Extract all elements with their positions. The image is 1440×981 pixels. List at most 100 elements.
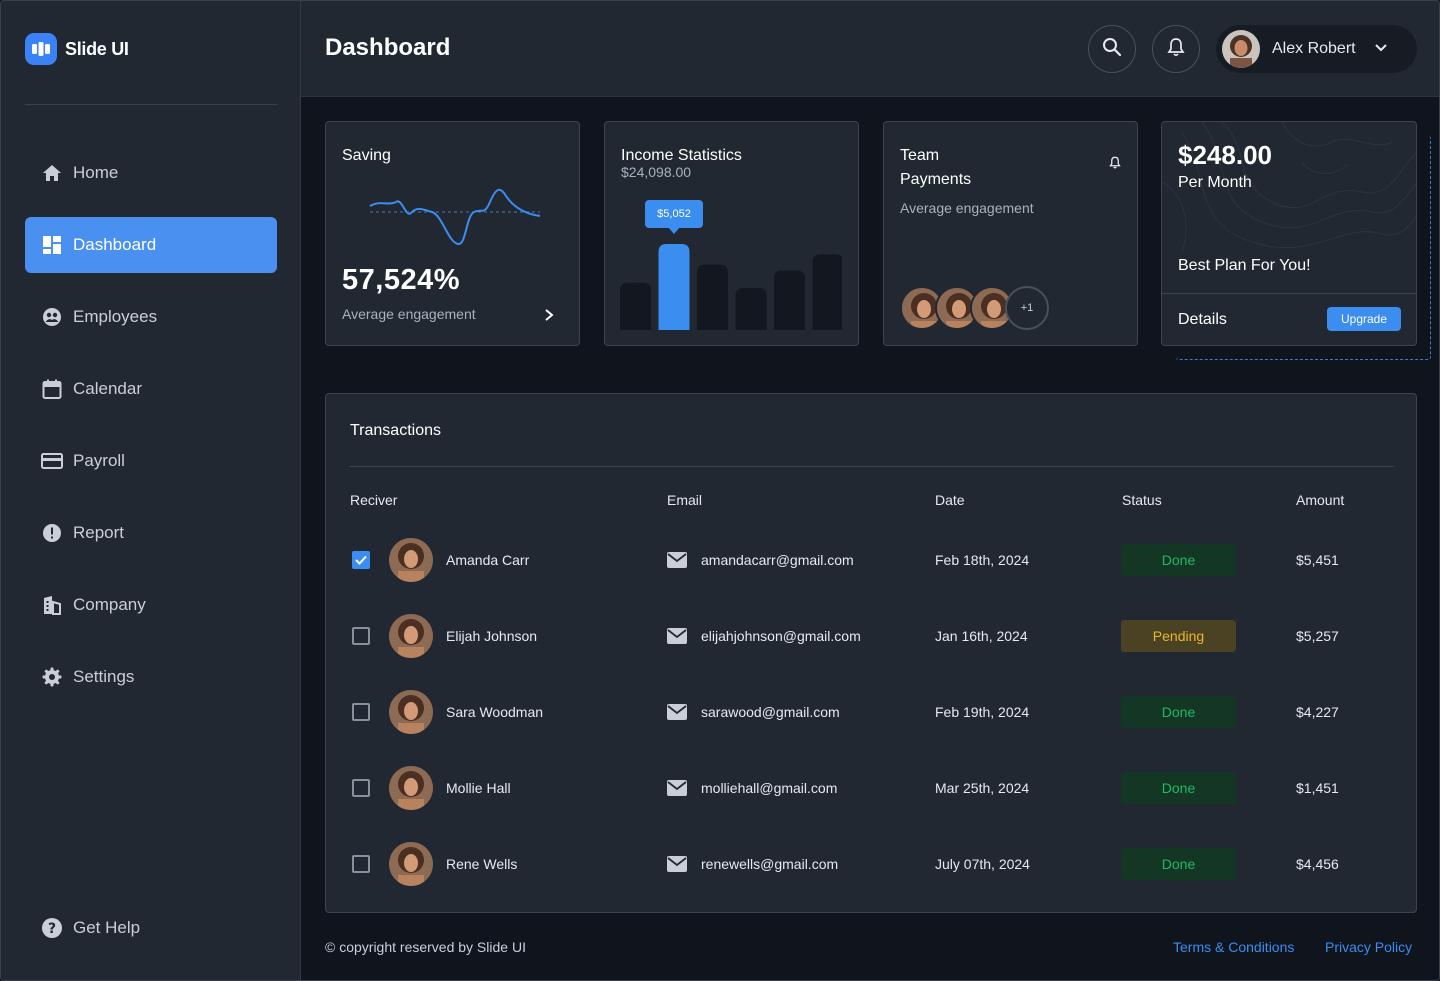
terms-link[interactable]: Terms & Conditions	[1173, 939, 1295, 955]
get-help-link[interactable]: ? Get Help	[41, 917, 140, 939]
plan-divider	[1162, 293, 1416, 294]
sidebar-item-payroll[interactable]: Payroll	[25, 433, 277, 489]
receiver-name: Mollie Hall	[446, 780, 511, 796]
sidebar-item-settings[interactable]: Settings	[25, 649, 277, 705]
receiver-name: Sara Woodman	[446, 704, 544, 720]
receiver-name: Rene Wells	[446, 856, 518, 872]
notifications-button[interactable]	[1152, 25, 1200, 73]
more-members-badge[interactable]: +1	[1005, 286, 1049, 330]
transaction-amount: $5,451	[1296, 552, 1339, 568]
receiver-avatar	[389, 842, 433, 886]
mail-icon	[667, 628, 687, 644]
bell-icon	[1167, 37, 1185, 62]
column-header-date[interactable]: Date	[935, 492, 965, 508]
receiver-email[interactable]: elijahjohnson@gmail.com	[701, 628, 861, 644]
column-header-email[interactable]: Email	[667, 492, 703, 508]
income-bar[interactable]	[774, 270, 805, 330]
transaction-amount: $4,227	[1296, 704, 1339, 720]
income-bar[interactable]	[697, 264, 728, 330]
status-badge: Done	[1121, 772, 1236, 804]
upgrade-button[interactable]: Upgrade	[1327, 307, 1401, 331]
sidebar-item-report[interactable]: Report	[25, 505, 277, 561]
income-bar[interactable]	[812, 254, 844, 330]
table-row[interactable]: Mollie Hall molliehall@gmail.com Mar 25th,…	[326, 750, 1418, 826]
income-amount: $24,098.00	[621, 164, 692, 180]
plan-period: Per Month	[1178, 174, 1252, 191]
income-bar[interactable]	[735, 287, 767, 330]
sidebar-item-home[interactable]: Home	[25, 145, 277, 201]
slide-ui-logo-icon	[25, 33, 57, 65]
svg-text:?: ?	[48, 921, 56, 937]
team-payments-title-line2: Payments	[900, 171, 972, 188]
transaction-amount: $1,451	[1296, 780, 1339, 796]
receiver-email[interactable]: amandacarr@gmail.com	[701, 552, 854, 568]
income-bar[interactable]	[658, 244, 690, 330]
privacy-link[interactable]: Privacy Policy	[1325, 939, 1413, 955]
table-row[interactable]: Rene Wells renewells@gmail.com July 07th, …	[326, 826, 1418, 902]
row-checkbox[interactable]	[352, 627, 370, 645]
saving-title: Saving	[342, 147, 391, 164]
home-icon	[41, 162, 63, 184]
sidebar-item-label: Payroll	[73, 451, 125, 470]
settings-icon	[41, 666, 63, 688]
team-payments-title-line1: Team	[900, 147, 940, 164]
transaction-date: Mar 25th, 2024	[935, 780, 1030, 796]
saving-sparkline	[369, 188, 541, 245]
column-header-status[interactable]: Status	[1122, 492, 1162, 508]
receiver-email[interactable]: renewells@gmail.com	[701, 856, 839, 872]
column-header-receiver[interactable]: Reciver	[350, 492, 398, 508]
team-payments-card: Team Payments Average engagement +1	[883, 121, 1138, 346]
payroll-icon	[41, 450, 63, 472]
row-checkbox[interactable]	[352, 703, 370, 721]
income-bar[interactable]	[620, 282, 651, 330]
help-icon: ?	[41, 917, 63, 939]
income-title: Income Statistics	[621, 147, 742, 164]
sidebar-item-dashboard[interactable]: Dashboard	[25, 217, 277, 273]
footer-copyright: © copyright reserved by Slide UI	[325, 939, 526, 955]
transaction-date: Feb 18th, 2024	[935, 552, 1030, 568]
top-header: Dashboard Alex Robert	[301, 1, 1439, 97]
topography-pattern	[1162, 122, 1416, 253]
plan-price: $248.00	[1178, 140, 1272, 170]
brand[interactable]: Slide UI	[25, 33, 129, 65]
chevron-right-icon[interactable]	[543, 308, 555, 327]
table-row[interactable]: Amanda Carr amandacarr@gmail.com Feb 18th,…	[326, 522, 1418, 598]
sidebar-divider	[25, 104, 277, 105]
row-checkbox[interactable]	[352, 779, 370, 797]
employees-icon	[41, 306, 63, 328]
search-icon	[1102, 37, 1122, 62]
sidebar-item-calendar[interactable]: Calendar	[25, 361, 277, 417]
income-bars-svg	[620, 244, 844, 330]
sidebar-item-label: Report	[73, 523, 125, 542]
table-row[interactable]: Elijah Johnson elijahjohnson@gmail.com Jan…	[326, 598, 1418, 674]
mail-icon	[667, 704, 687, 720]
search-button[interactable]	[1088, 25, 1136, 73]
page-title: Dashboard	[325, 34, 451, 61]
row-checkbox[interactable]	[352, 855, 370, 873]
small-bell-icon[interactable]	[1109, 156, 1121, 174]
plan-details-label[interactable]: Details	[1178, 311, 1227, 328]
sidebar-item-company[interactable]: Company	[25, 577, 277, 633]
dashboard-icon	[41, 234, 63, 256]
receiver-email[interactable]: molliehall@gmail.com	[701, 780, 838, 796]
saving-card: Saving 57,524% Average engagement	[325, 121, 580, 346]
row-checkbox[interactable]	[352, 551, 370, 569]
mail-icon	[667, 552, 687, 568]
user-menu[interactable]: Alex Robert	[1216, 25, 1417, 73]
income-tooltip: $5,052	[645, 200, 703, 228]
status-badge: Done	[1121, 848, 1236, 880]
user-avatar	[1222, 30, 1260, 68]
team-payments-caption: Average engagement	[900, 200, 1034, 216]
table-row[interactable]: Sara Woodman sarawood@gmail.com Feb 19th, …	[326, 674, 1418, 750]
column-header-amount[interactable]: Amount	[1296, 492, 1345, 508]
team-payments-title: Team Payments	[900, 144, 971, 192]
receiver-email[interactable]: sarawood@gmail.com	[701, 704, 840, 720]
status-badge: Done	[1121, 696, 1236, 728]
transaction-date: July 07th, 2024	[935, 856, 1030, 872]
team-avatars: +1	[900, 286, 1050, 330]
calendar-icon	[41, 378, 63, 400]
transactions-divider	[349, 466, 1394, 467]
plan-tagline: Best Plan For You!	[1178, 257, 1311, 274]
sidebar-item-employees[interactable]: Employees	[25, 289, 277, 345]
